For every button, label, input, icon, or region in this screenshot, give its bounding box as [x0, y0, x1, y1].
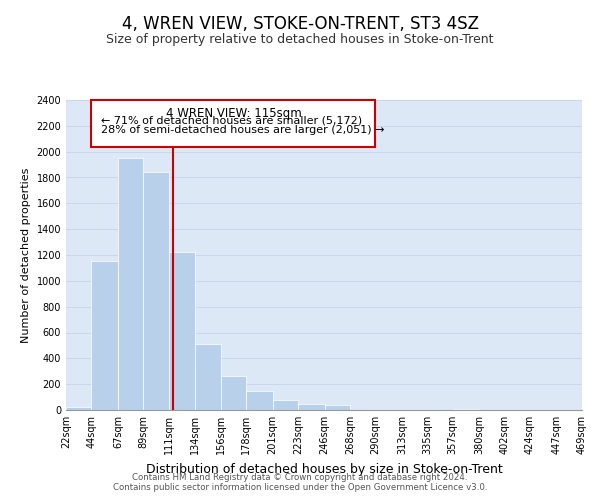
Bar	[91, 262, 118, 410]
Text: Contains HM Land Registry data © Crown copyright and database right 2024.: Contains HM Land Registry data © Crown c…	[132, 474, 468, 482]
Text: 28% of semi-detached houses are larger (2,051) →: 28% of semi-detached houses are larger (…	[101, 125, 384, 135]
Y-axis label: Number of detached properties: Number of detached properties	[21, 168, 31, 342]
Bar	[272, 400, 298, 410]
Bar	[221, 376, 246, 410]
Text: ← 71% of detached houses are smaller (5,172): ← 71% of detached houses are smaller (5,…	[101, 116, 362, 126]
Bar	[325, 406, 350, 410]
Bar	[143, 172, 169, 410]
X-axis label: Distribution of detached houses by size in Stoke-on-Trent: Distribution of detached houses by size …	[146, 462, 502, 475]
Text: Contains public sector information licensed under the Open Government Licence v3: Contains public sector information licen…	[113, 484, 487, 492]
Bar	[118, 158, 143, 410]
Bar	[66, 407, 91, 410]
Bar	[169, 252, 195, 410]
Bar	[246, 390, 272, 410]
Text: Size of property relative to detached houses in Stoke-on-Trent: Size of property relative to detached ho…	[106, 32, 494, 46]
Bar	[298, 404, 325, 410]
Text: 4, WREN VIEW, STOKE-ON-TRENT, ST3 4SZ: 4, WREN VIEW, STOKE-ON-TRENT, ST3 4SZ	[121, 15, 479, 33]
Bar	[453, 408, 479, 410]
FancyBboxPatch shape	[91, 100, 376, 146]
Text: 4 WREN VIEW: 115sqm: 4 WREN VIEW: 115sqm	[166, 107, 301, 120]
Bar	[195, 344, 221, 410]
